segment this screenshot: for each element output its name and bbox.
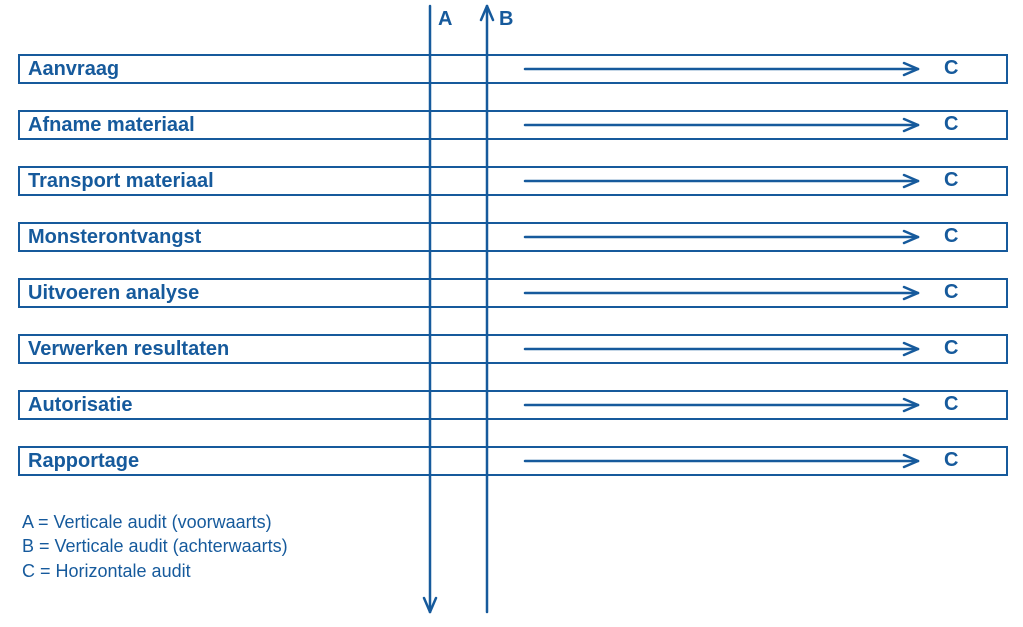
label-C: C [944,281,958,304]
label-C: C [944,337,958,360]
label-C: C [944,449,958,472]
process-row-label: Monsterontvangst [20,226,201,249]
label-C: C [944,393,958,416]
process-row: Afname materiaal [18,110,1008,140]
legend-line: C = Horizontale audit [22,559,288,583]
process-row-label: Verwerken resultaten [20,338,229,361]
process-row-label: Afname materiaal [20,114,195,137]
legend-line: B = Verticale audit (achterwaarts) [22,534,288,558]
process-row-label: Transport materiaal [20,170,214,193]
process-row: Monsterontvangst [18,222,1008,252]
legend-line: A = Verticale audit (voorwaarts) [22,510,288,534]
legend: A = Verticale audit (voorwaarts)B = Vert… [22,510,288,583]
audit-diagram: A B Aanvraag C Afname materiaal C Transport ma… [0,0,1023,627]
process-row: Autorisatie [18,390,1008,420]
vertical-A-arrowhead [424,598,436,612]
process-row: Uitvoeren analyse [18,278,1008,308]
process-row: Transport materiaal [18,166,1008,196]
process-row-label: Aanvraag [20,58,119,81]
process-row-label: Uitvoeren analyse [20,282,199,305]
process-row: Aanvraag [18,54,1008,84]
process-row: Rapportage [18,446,1008,476]
process-row-label: Autorisatie [20,394,132,417]
label-C: C [944,113,958,136]
process-row-label: Rapportage [20,450,139,473]
label-C: C [944,225,958,248]
label-C: C [944,169,958,192]
label-C: C [944,57,958,80]
label-B: B [499,8,513,31]
process-row: Verwerken resultaten [18,334,1008,364]
vertical-B-arrowhead [481,6,493,20]
label-A: A [438,8,452,31]
